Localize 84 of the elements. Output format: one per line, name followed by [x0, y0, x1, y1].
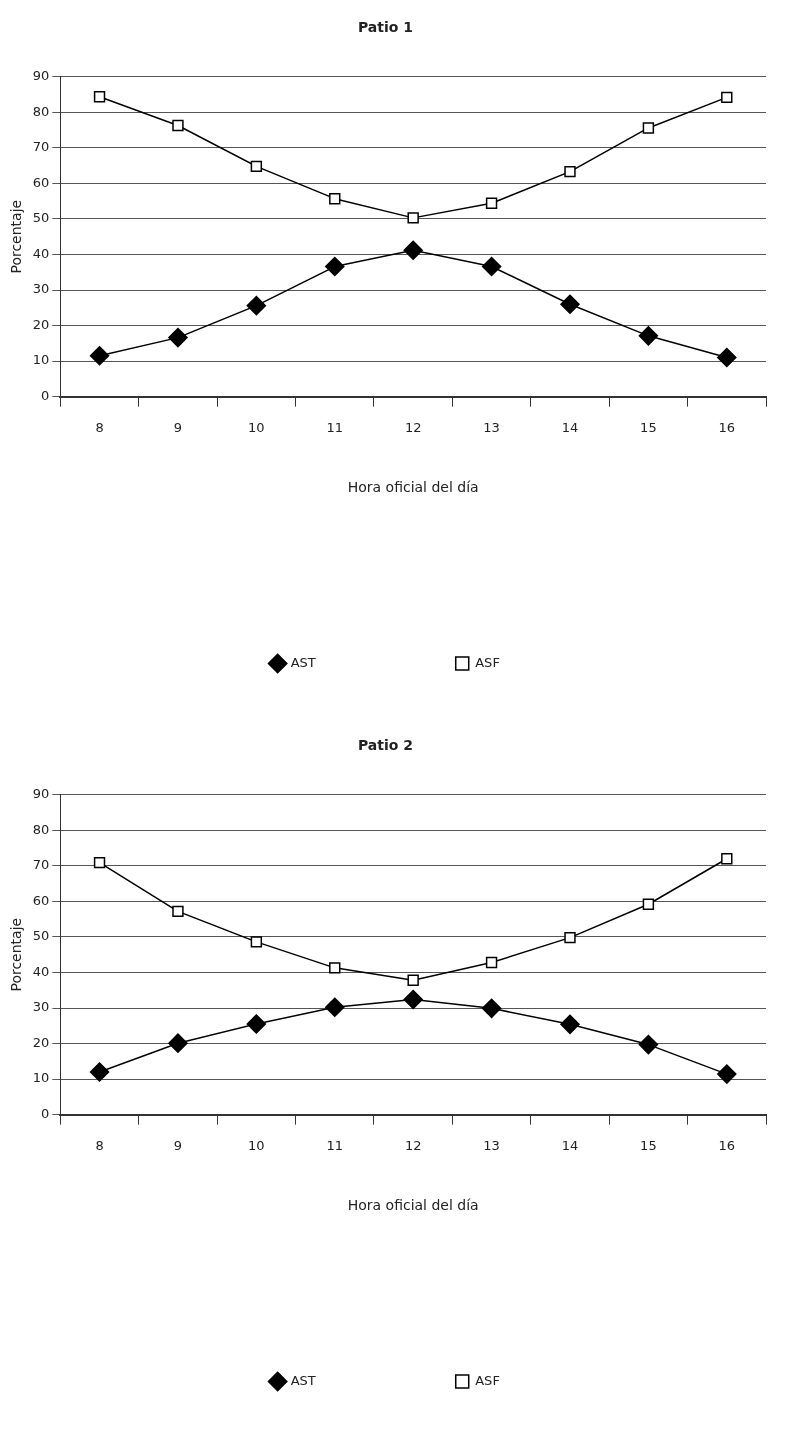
y-tick-label: 10	[32, 352, 50, 368]
point	[325, 256, 345, 277]
x-tick-label: 8	[95, 419, 104, 435]
point	[638, 1034, 659, 1055]
point	[485, 197, 498, 209]
point	[250, 160, 263, 173]
chart-title: Patio 1	[357, 19, 414, 36]
point	[407, 212, 419, 224]
x-tick-label: 11	[326, 1137, 344, 1153]
x-tick-label: 9	[173, 419, 183, 435]
point	[250, 936, 263, 948]
x-tick-label: 10	[248, 419, 265, 435]
x-tick-label: 13	[483, 419, 500, 435]
y-tick-label: 80	[32, 821, 50, 837]
legend-label: ASF	[475, 654, 500, 670]
y-tick-label: 0	[41, 1105, 50, 1121]
x-tick-label: 15	[640, 1137, 657, 1153]
legend-label: AST	[290, 654, 316, 670]
point	[403, 240, 423, 260]
point	[717, 347, 737, 368]
point	[172, 119, 184, 132]
point	[717, 1064, 737, 1084]
point	[172, 905, 184, 918]
point	[93, 856, 106, 869]
point	[89, 1062, 110, 1082]
point	[721, 91, 733, 104]
point	[560, 1014, 580, 1035]
x-tick-label: 11	[326, 419, 344, 435]
y-axis-title: Porcentaje	[8, 199, 25, 274]
y-tick-label: 30	[32, 999, 50, 1015]
point	[564, 165, 576, 178]
point	[481, 998, 502, 1019]
legend-label: AST	[290, 1372, 316, 1388]
point	[246, 295, 267, 316]
point	[325, 997, 345, 1018]
y-tick-label: 80	[32, 103, 50, 119]
x-tick-label: 13	[483, 1137, 500, 1153]
point	[246, 1014, 267, 1034]
legend-label: ASF	[475, 1372, 500, 1388]
y-tick-label: 60	[32, 892, 50, 908]
chart-title: Patio 2	[357, 737, 414, 754]
x-tick-label: 14	[561, 419, 579, 435]
point	[721, 853, 733, 865]
y-axis-title: Porcentaje	[8, 917, 25, 992]
point	[329, 962, 341, 974]
x-tick-label: 8	[95, 1137, 104, 1153]
point	[642, 898, 655, 910]
point	[168, 1033, 188, 1053]
point	[168, 327, 188, 348]
x-tick-label: 9	[173, 1137, 183, 1153]
y-tick-label: 70	[32, 857, 50, 873]
y-tick-label: 50	[32, 210, 50, 226]
y-tick-label: 90	[32, 68, 50, 84]
y-tick-label: 20	[32, 316, 50, 332]
x-tick-label: 12	[404, 419, 422, 435]
point	[481, 256, 502, 277]
x-tick-label: 16	[718, 1137, 736, 1153]
x-axis-title: Hora oficial del día	[347, 1197, 479, 1214]
y-tick-label: 40	[32, 245, 50, 261]
y-tick-label: 90	[32, 786, 50, 802]
y-tick-label: 70	[32, 139, 50, 155]
x-tick-label: 14	[561, 1137, 579, 1153]
point	[564, 931, 576, 944]
point	[638, 326, 659, 346]
point	[407, 974, 419, 986]
point	[485, 956, 498, 969]
x-tick-label: 15	[640, 419, 657, 435]
point	[89, 345, 110, 366]
y-tick-label: 60	[32, 174, 50, 190]
y-tick-label: 20	[32, 1034, 50, 1050]
y-tick-label: 40	[32, 963, 50, 979]
point	[329, 192, 341, 205]
y-tick-label: 50	[32, 928, 50, 944]
point	[560, 294, 580, 314]
x-tick-label: 10	[248, 1137, 265, 1153]
y-tick-label: 10	[32, 1070, 50, 1086]
x-tick-label: 16	[718, 419, 736, 435]
point	[642, 122, 655, 134]
y-tick-label: 30	[32, 281, 50, 297]
x-axis-title: Hora oficial del día	[347, 479, 479, 496]
point	[403, 989, 423, 1010]
x-tick-label: 12	[404, 1137, 422, 1153]
y-tick-label: 0	[41, 387, 50, 403]
point	[93, 91, 106, 103]
